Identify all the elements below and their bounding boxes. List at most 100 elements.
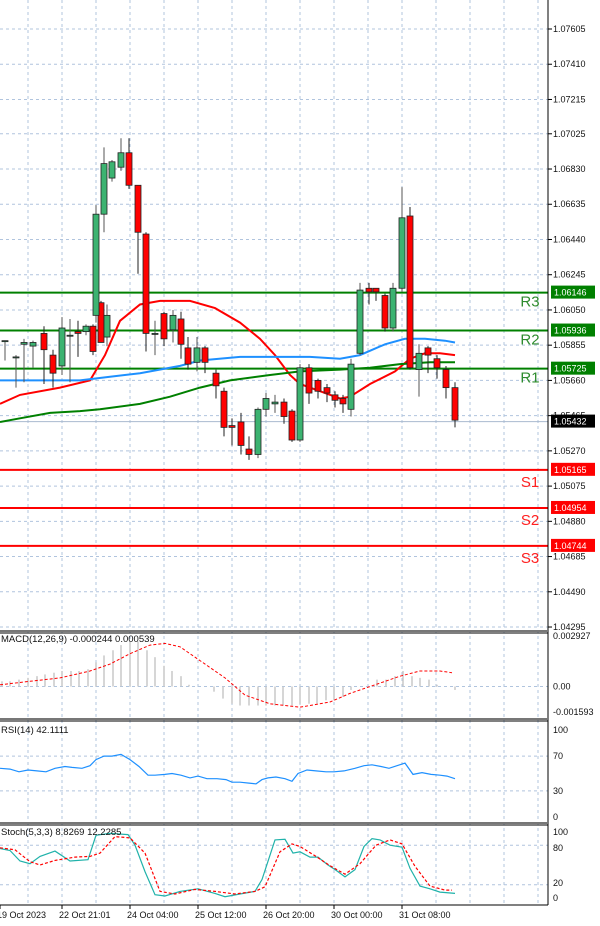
bull-candle: [58, 327, 66, 367]
bear-candle: [280, 401, 288, 417]
time-axis-background: [0, 906, 600, 926]
time-tick-label: 22 Oct 21:01: [59, 910, 111, 920]
time-axis[interactable]: 19 Oct 2023 22 Oct 21:01 24 Oct 04:00 25 Oc…: [0, 905, 451, 920]
stoch-signal-line: [0, 835, 452, 895]
bull-candle: [415, 352, 423, 370]
level-tag-r1: [551, 361, 595, 375]
bear-candle: [372, 287, 380, 293]
bear-candle: [237, 421, 245, 446]
level-tag-text: 1.04954: [554, 503, 587, 513]
candlesticks: [1, 138, 459, 460]
bear-candle: [442, 369, 450, 389]
level-tag-r3: [551, 285, 595, 299]
bear-candle: [228, 425, 236, 428]
bull-candle: [117, 152, 125, 168]
bear-candle: [220, 390, 228, 428]
bear-candle: [125, 152, 133, 186]
bull-candle: [66, 334, 74, 337]
bear-candle: [245, 448, 253, 455]
price-tick-label: 1.07410: [553, 59, 586, 69]
bull-candle: [151, 333, 159, 335]
bull-candle: [398, 217, 406, 289]
level-label-s2: S2: [521, 512, 539, 529]
price-tick-label: 1.04490: [553, 587, 586, 597]
bear-candle: [288, 410, 296, 441]
bull-candle: [254, 408, 262, 455]
bull-candle: [389, 287, 397, 329]
price-tick-label: 1.05855: [553, 340, 586, 350]
macd-tick-label: -0.001593: [553, 707, 594, 717]
stochastic-panel: [0, 832, 548, 898]
price-axis[interactable]: 1.07605 1.07410 1.07215 1.07025 1.06830 1.066…: [548, 24, 595, 903]
price-tick-label: 1.05075: [553, 481, 586, 491]
bull-candle: [271, 401, 279, 405]
bull-candle: [356, 289, 364, 354]
stoch-title: Stoch(5,3,3) 8.8269 12.2285: [1, 827, 121, 838]
bull-candle: [262, 398, 270, 410]
rsi-title: RSI(14) 42.1111: [1, 725, 69, 736]
price-tick-label: 1.06050: [553, 305, 586, 315]
current-price-tag: [551, 414, 595, 428]
bear-candle: [40, 333, 48, 351]
bull-candle: [169, 314, 177, 331]
bear-candle: [314, 380, 322, 392]
level-tag-s2: [551, 500, 595, 514]
time-tick-label: 26 Oct 20:00: [263, 910, 315, 920]
stoch-tick-label: 100: [553, 827, 568, 837]
price-tick-label: 1.06440: [553, 234, 586, 244]
ma-red: [0, 299, 456, 405]
bear-candle: [74, 331, 82, 334]
level-label-s1: S1: [521, 474, 539, 491]
price-tick-label: 1.07025: [553, 129, 586, 139]
level-tag-s3: [551, 538, 595, 552]
bull-candle: [20, 342, 28, 345]
bull-candle: [82, 325, 90, 333]
bull-candle: [108, 161, 116, 179]
rsi-tick-label: 70: [553, 751, 563, 761]
bear-candle: [184, 347, 192, 365]
bull-candle: [1, 340, 9, 343]
bear-candle: [49, 354, 57, 374]
macd-signal-line: [0, 642, 453, 708]
level-label-s3: S3: [521, 550, 539, 567]
bear-candle: [323, 387, 331, 394]
level-label-r3: R3: [520, 294, 539, 311]
rsi-tick-label: 0: [553, 812, 558, 822]
price-tick-label: 1.07605: [553, 24, 586, 34]
bear-candle: [212, 372, 220, 387]
level-tag-s1: [551, 462, 595, 476]
level-label-r1: R1: [520, 370, 539, 387]
macd-tick-label: 0.00: [553, 682, 571, 692]
current-price-text: 1.05432: [554, 417, 587, 427]
bear-candle: [201, 347, 209, 363]
bull-candle: [103, 314, 111, 338]
stoch-tick-label: 80: [553, 843, 563, 853]
ma-green: [0, 361, 455, 423]
time-tick-label: 30 Oct 00:00: [331, 910, 383, 920]
level-tag-text: 1.06146: [554, 288, 587, 298]
level-label-r2: R2: [520, 332, 539, 349]
macd-panel: [0, 641, 548, 708]
rsi-tick-label: 100: [553, 725, 568, 735]
bear-candle: [160, 313, 168, 340]
stoch-tick-label: 0: [553, 893, 558, 903]
bull-candle: [193, 347, 201, 363]
rsi-tick-label: 30: [553, 786, 563, 796]
level-tag-r2: [551, 323, 595, 337]
bull-candle: [29, 342, 37, 347]
time-tick-label: 31 Oct 08:00: [399, 910, 451, 920]
bull-candle: [100, 163, 108, 215]
stoch-tick-label: 20: [553, 878, 563, 888]
bull-candle: [92, 213, 100, 316]
stoch-main-line: [0, 832, 456, 898]
bear-candle: [177, 318, 185, 345]
bear-candle: [305, 367, 313, 394]
bear-candle: [331, 394, 339, 401]
bear-candle: [134, 184, 142, 233]
level-tag-text: 1.05936: [554, 326, 587, 336]
level-tag-text: 1.05165: [554, 465, 587, 475]
time-tick-label: 19 Oct 2023: [0, 910, 46, 920]
price-tick-label: 1.06830: [553, 164, 586, 174]
macd-tick-label: 0.002927: [553, 631, 591, 641]
